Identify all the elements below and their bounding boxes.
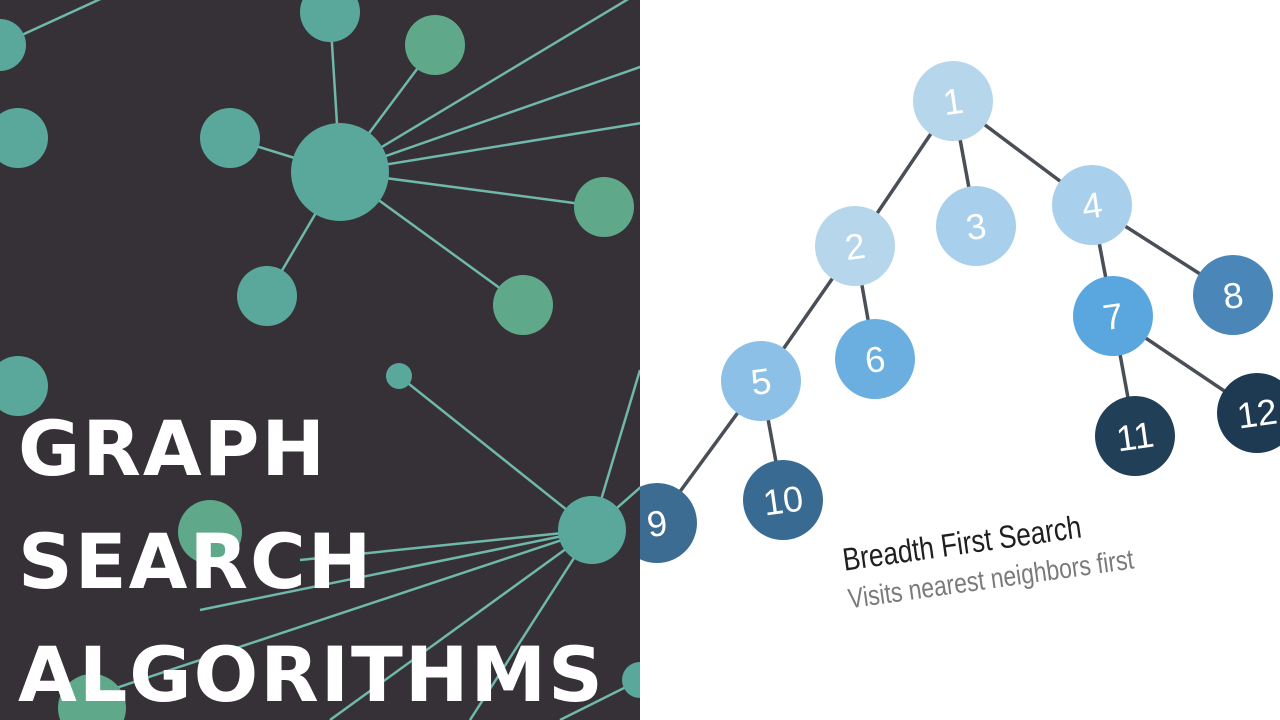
tree-node-circle (743, 460, 823, 540)
network-edge (339, 121, 640, 174)
network-node (386, 363, 412, 389)
tree-node-12: 12 (1217, 373, 1280, 453)
network-node (58, 674, 126, 720)
title-line-algorithms: ALGORITHMS (18, 630, 605, 719)
network-node (405, 15, 465, 75)
tree-node-circle (1217, 373, 1280, 453)
bfs-diagram-panel: 1 2 3 4 5 6 7 8 9 10 11 12 Breadth First Search Vis… (640, 0, 1280, 720)
tree-node-circle (640, 483, 697, 563)
network-edge (299, 528, 593, 562)
tree-node-1: 1 (913, 61, 993, 141)
cover-title: GRAPH SEARCH ALGORITHMS (18, 392, 605, 720)
network-node (558, 496, 626, 564)
network-node (0, 19, 26, 71)
tree-node-circle (1095, 396, 1175, 476)
network-node (0, 108, 48, 168)
network-edge (339, 0, 630, 174)
tree-node-circle (936, 186, 1016, 266)
network-node (493, 275, 553, 335)
network-node (178, 500, 242, 564)
network-node (574, 177, 634, 237)
tree-node-circle (1073, 276, 1153, 356)
tree-node-label: 10 (760, 477, 805, 523)
title-line-search: SEARCH (18, 517, 374, 606)
tree-node-label: 11 (1114, 414, 1157, 460)
tree-node-circle (835, 319, 915, 399)
network-node (622, 662, 640, 698)
tree-node-2: 2 (815, 206, 895, 286)
tree-node-9: 9 (640, 483, 697, 563)
graph-background-panel: GRAPH SEARCH ALGORITHMS (0, 0, 640, 720)
tree-node-label: 12 (1234, 390, 1279, 436)
tree-node-7: 7 (1073, 276, 1153, 356)
network-node (291, 123, 389, 221)
network-edge (468, 529, 594, 720)
tree-node-circle (1052, 165, 1132, 245)
tree-node-circle (1193, 255, 1273, 335)
tree-node-6: 6 (835, 319, 915, 399)
network-node (0, 356, 48, 416)
tree-node-5: 5 (721, 341, 801, 421)
decorative-network-graph (0, 0, 640, 720)
network-nodes (0, 0, 640, 720)
tree-node-10: 10 (743, 460, 823, 540)
tree-node-3: 3 (936, 186, 1016, 266)
tree-node-circle (815, 206, 895, 286)
network-edge (109, 528, 593, 692)
tree-node-4: 4 (1052, 165, 1132, 245)
network-edge (398, 375, 593, 531)
network-node (200, 108, 260, 168)
network-node (237, 266, 297, 326)
network-edge (329, 528, 593, 720)
network-edge (339, 65, 640, 174)
network-node (300, 0, 360, 42)
tree-node-circle (913, 61, 993, 141)
network-edge (199, 528, 593, 612)
tree-node-circle (721, 341, 801, 421)
tree-node-11: 11 (1095, 396, 1175, 476)
tree-node-8: 8 (1193, 255, 1273, 335)
title-line-graph: GRAPH (18, 404, 328, 493)
